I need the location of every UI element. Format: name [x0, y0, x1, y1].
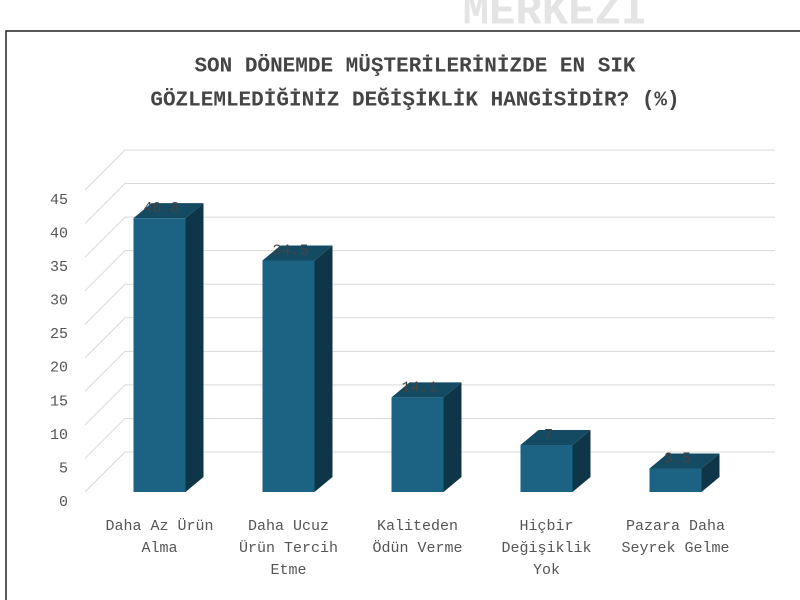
- grid-line: [84, 283, 775, 325]
- bar: [649, 468, 702, 492]
- grid-line: [84, 250, 775, 292]
- bar-top: [391, 382, 462, 398]
- y-tick-label: 30: [50, 293, 68, 310]
- grid-line: [84, 317, 775, 359]
- grid-line: [84, 384, 775, 426]
- x-tick-label: Daha Az Ürün Alma: [105, 518, 214, 557]
- bar-top: [262, 245, 333, 261]
- value-label: 14.1: [401, 379, 437, 396]
- y-tick-label: 20: [50, 360, 68, 377]
- y-tick-label: 25: [50, 326, 68, 343]
- x-tick-label: Pazara Daha Seyrek Gelme: [621, 518, 730, 557]
- y-tick-label: 0: [59, 494, 68, 511]
- bar: [133, 218, 186, 493]
- bar-side: [443, 382, 462, 492]
- bar-side: [572, 430, 591, 492]
- bar-top: [133, 203, 204, 219]
- y-tick-label: 45: [50, 192, 68, 209]
- bar-side: [185, 203, 204, 493]
- y-tick-label: 10: [50, 427, 68, 444]
- bar-top: [649, 453, 720, 469]
- y-tick-label: 35: [50, 259, 68, 276]
- grid-line: [84, 216, 775, 258]
- bar: [391, 397, 444, 492]
- frame: [5, 30, 800, 600]
- grid-line: [84, 417, 775, 459]
- grid-line: [84, 149, 775, 191]
- value-label: 34.5: [272, 242, 308, 259]
- bar: [520, 445, 573, 492]
- y-tick-label: 15: [50, 393, 68, 410]
- chart-title: GÖZLEMLEDİĞİNİZ DEĞİŞİKLİK HANGİSİDİR? (…: [150, 88, 679, 113]
- y-tick-label: 5: [59, 460, 68, 477]
- x-tick-label: Hiçbir Değişiklik Yok: [501, 518, 592, 579]
- bar: [262, 260, 315, 492]
- x-tick-label: Kaliteden Ödün Verme: [372, 518, 463, 557]
- value-label: 3.5: [664, 450, 691, 467]
- grid-line: [84, 183, 775, 224]
- chart-title: SON DÖNEMDE MÜŞTERİLERİNİZDE EN SIK: [194, 55, 635, 79]
- watermark: MERKEZİ: [463, 0, 648, 38]
- value-label: 40.8: [143, 200, 179, 217]
- bar-side: [314, 245, 333, 492]
- value-label: 7: [544, 427, 553, 444]
- bar-top: [520, 430, 591, 446]
- y-tick-label: 40: [50, 226, 68, 243]
- bar-side: [701, 453, 720, 492]
- x-tick-label: Daha Ucuz Ürün Tercih Etme: [238, 518, 339, 579]
- grid-line: [84, 350, 775, 392]
